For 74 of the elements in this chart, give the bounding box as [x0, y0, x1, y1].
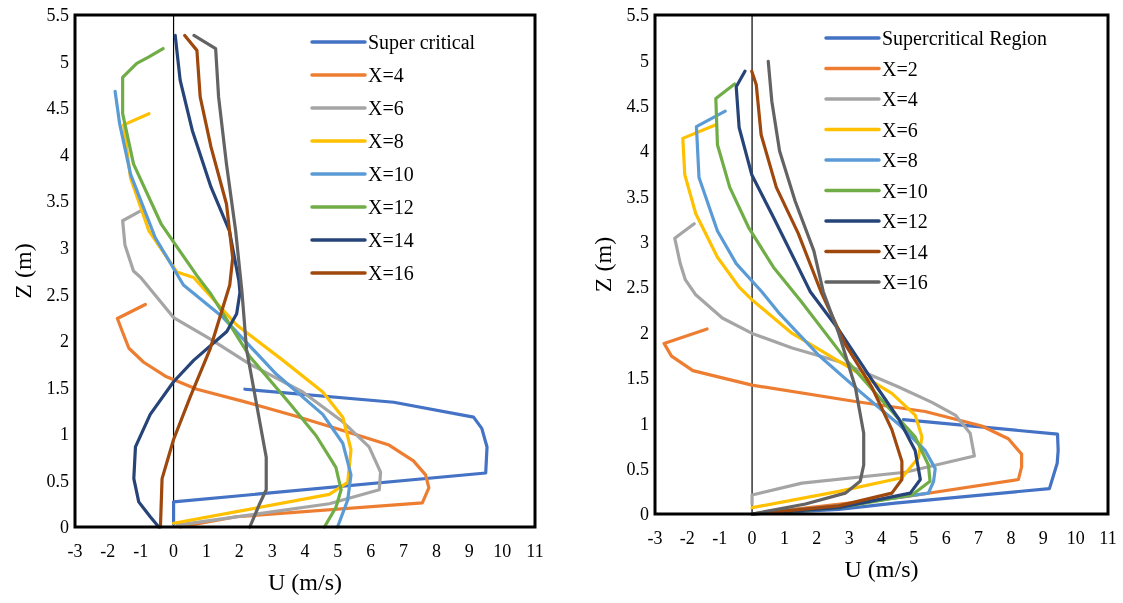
legend-label: X=14 — [368, 229, 414, 251]
x-tick-label: 2 — [812, 528, 822, 548]
x-tick-label: 5 — [333, 541, 343, 561]
x-tick-label: 3 — [844, 528, 854, 548]
x-tick-label: -3 — [647, 528, 663, 548]
x-tick-label: 4 — [300, 541, 310, 561]
y-tick-label: 3 — [60, 238, 69, 259]
legend-label: X=16 — [882, 271, 928, 293]
y-tick-label: 4 — [60, 144, 69, 165]
y-tick-label: 2 — [60, 331, 69, 352]
y-tick-label: 5 — [640, 50, 649, 71]
y-tick-label: 5.5 — [46, 5, 69, 26]
y-tick-label: 2.5 — [626, 277, 649, 298]
x-tick-label: 6 — [366, 541, 376, 561]
y-tick-label: 4 — [640, 141, 649, 162]
legend-label: Super critical — [368, 31, 476, 54]
x-tick-label: 3 — [267, 541, 277, 561]
y-tick-label: 4.5 — [46, 98, 69, 119]
x-tick-label: 8 — [1006, 528, 1016, 548]
legend-label: X=12 — [368, 196, 414, 218]
x-tick-label: 7 — [399, 541, 409, 561]
x-tick-label: -1 — [133, 541, 149, 561]
y-tick-label: 5.5 — [626, 5, 649, 26]
y-tick-label: 3.5 — [626, 186, 649, 207]
y-tick-label: 2.5 — [46, 284, 69, 305]
y-tick-label: 1 — [60, 424, 69, 445]
x-axis-title: U (m/s) — [844, 556, 919, 582]
legend-label: X=16 — [368, 262, 414, 284]
x-tick-label: 11 — [526, 541, 544, 561]
y-tick-label: 1 — [640, 413, 649, 434]
y-tick-label: 4.5 — [626, 96, 649, 117]
legend-label: X=10 — [368, 163, 414, 185]
legend-label: X=6 — [368, 97, 404, 119]
legend-label: X=4 — [368, 64, 404, 86]
legend-label: X=4 — [882, 88, 918, 110]
y-tick-label: 0 — [640, 504, 649, 525]
y-tick-label: 3.5 — [46, 191, 69, 212]
x-tick-label: 0 — [747, 528, 757, 548]
x-tick-label: 4 — [877, 528, 886, 548]
legend-label: X=8 — [882, 149, 918, 171]
x-tick-label: -3 — [67, 541, 83, 561]
x-tick-label: 7 — [974, 528, 984, 548]
x-tick-label: 1 — [779, 528, 789, 548]
y-tick-label: 1.5 — [626, 368, 649, 389]
x-axis-title: U (m/s) — [268, 569, 342, 595]
legend-label: X=12 — [882, 210, 928, 232]
x-tick-label: 8 — [431, 541, 441, 561]
y-tick-label: 0.5 — [626, 458, 649, 479]
y-tick-label: 0.5 — [46, 470, 69, 491]
y-axis-title: Z (m) — [590, 236, 616, 293]
x-tick-label: 1 — [201, 541, 211, 561]
x-tick-label: 9 — [1038, 528, 1048, 548]
legend-label: X=10 — [882, 179, 928, 202]
y-axis-title: Z (m) — [10, 243, 36, 299]
x-tick-label: 5 — [909, 528, 919, 548]
x-tick-label: 11 — [1099, 528, 1117, 548]
x-tick-label: 9 — [464, 541, 474, 561]
legend-label: X=2 — [882, 57, 918, 80]
legend-label: Supercritical Region — [882, 27, 1047, 50]
x-tick-label: -1 — [712, 528, 728, 548]
x-tick-label: 6 — [941, 528, 951, 548]
y-tick-label: 2 — [640, 322, 649, 343]
y-tick-label: 3 — [640, 232, 649, 253]
x-tick-label: -2 — [679, 528, 695, 548]
x-tick-label: 2 — [234, 541, 244, 561]
y-tick-label: 1.5 — [46, 377, 69, 398]
y-tick-label: 5 — [60, 51, 69, 72]
x-tick-label: 10 — [1066, 528, 1085, 548]
legend-label: X=14 — [882, 240, 928, 263]
x-tick-label: 10 — [493, 541, 512, 561]
legend-label: X=6 — [882, 118, 918, 141]
legend-label: X=8 — [368, 130, 404, 152]
x-tick-label: 0 — [169, 541, 179, 561]
x-tick-label: -2 — [100, 541, 116, 561]
